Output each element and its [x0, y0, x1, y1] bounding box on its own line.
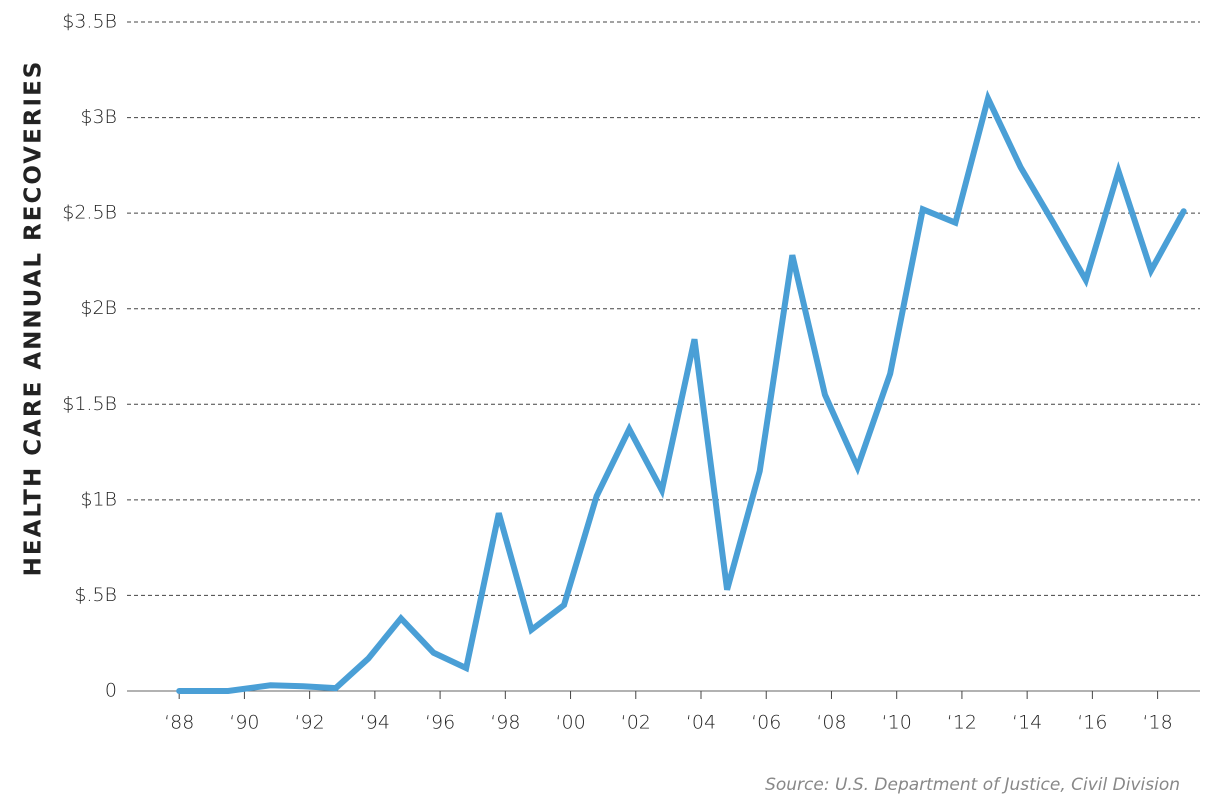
x-tick-label: ‘12 [947, 712, 977, 734]
y-tick-label: $2B [80, 297, 117, 319]
y-tick-label: $1.5B [62, 393, 117, 415]
data-line [176, 89, 1187, 694]
x-tick-label: ‘92 [295, 712, 325, 734]
y-tick-label: $3.5B [62, 11, 117, 33]
source: Source: U.S. Department of Justice, Civi… [765, 775, 1180, 795]
y-tick-label: $1B [80, 488, 117, 510]
y-tick-label: $.5B [74, 584, 117, 606]
x-tick-label: ‘10 [882, 712, 912, 734]
y-tick-label: 0 [105, 680, 117, 702]
x-tick-label: ‘94 [360, 712, 390, 734]
x-tick-label: ‘02 [621, 712, 651, 734]
x-tick-label: ‘88 [164, 712, 194, 734]
x-tick-label: ‘98 [490, 712, 520, 734]
x-tick-label: ‘16 [1077, 712, 1107, 734]
x-tick-label: ‘14 [1012, 712, 1042, 734]
y-tick-label: $2.5B [62, 202, 117, 224]
x-tick-label: ‘90 [229, 712, 259, 734]
y-axis-label: HEALTH CARE ANNUAL RECOVERIES [21, 60, 47, 577]
y-tick-label: $3B [80, 106, 117, 128]
x-tick-label: ‘00 [555, 712, 585, 734]
x-tick-label: ‘18 [1142, 712, 1172, 734]
x-tick-label: ‘06 [751, 712, 781, 734]
x-tick-label: ‘08 [816, 712, 846, 734]
x-tick-label: ‘04 [686, 712, 716, 734]
x-tick-label: ‘96 [425, 712, 455, 734]
